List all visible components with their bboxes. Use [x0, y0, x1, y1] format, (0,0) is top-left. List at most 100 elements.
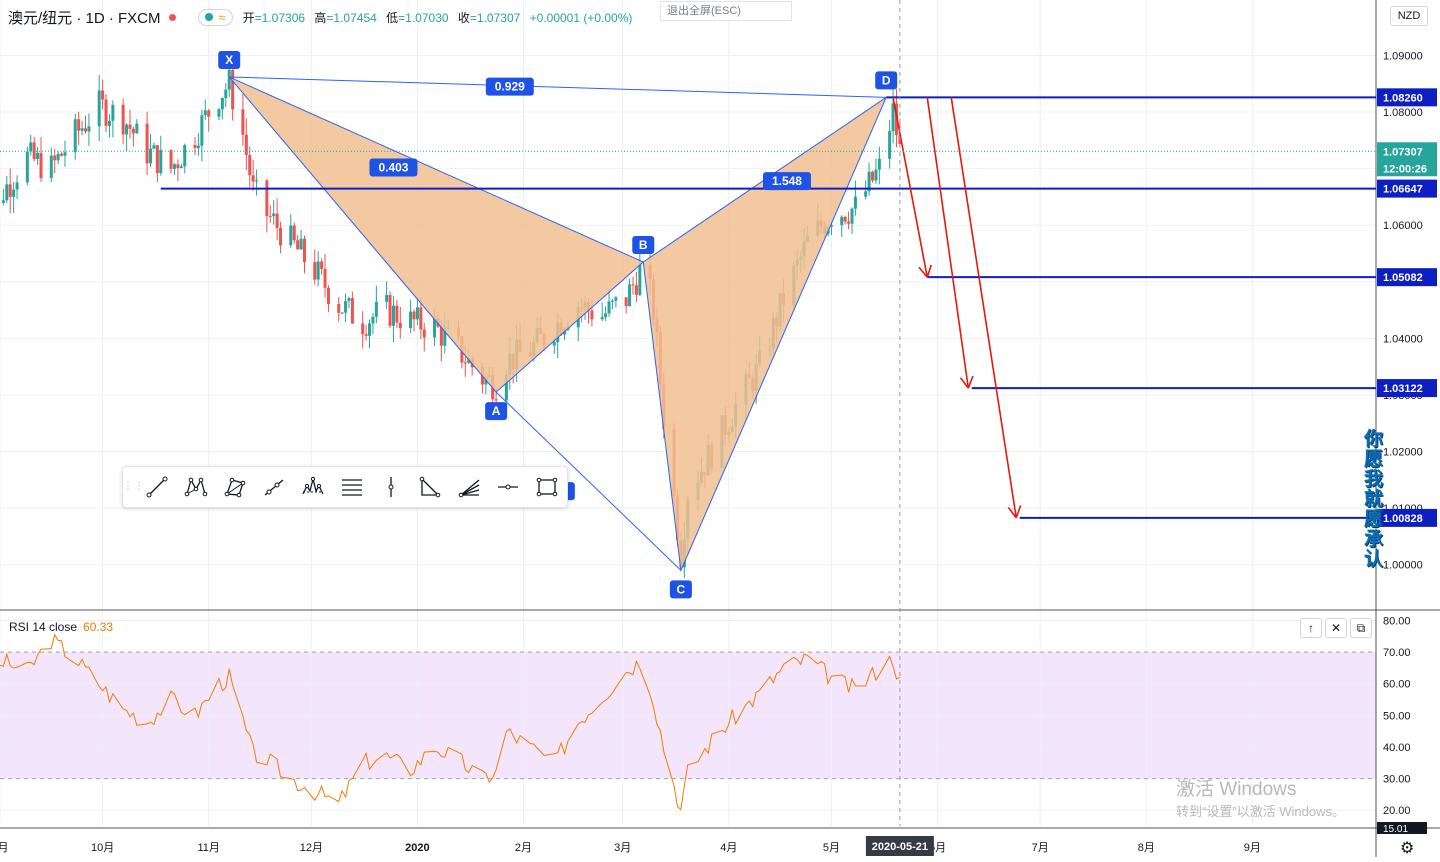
time-tick-label: 10月 [91, 842, 114, 854]
candle-body [83, 128, 87, 132]
pattern-ratio-label: 1.548 [772, 174, 802, 188]
candle-body [255, 180, 259, 182]
candle-body [200, 115, 204, 146]
candle-body [111, 104, 115, 121]
cursor-date-label: 2020-05-21 [872, 841, 928, 853]
candle-body [590, 310, 594, 320]
candle-body [227, 69, 231, 90]
time-tick-label: 2020 [405, 842, 429, 854]
candle-body [347, 298, 351, 302]
ohlc-readout: 开=1.07306 高=1.07454 低=1.07030 收=1.07307 … [243, 9, 639, 26]
candle-body [323, 268, 327, 288]
triangle-icon[interactable] [410, 468, 449, 506]
candle-body [391, 305, 395, 326]
candle-body [172, 164, 176, 169]
time-tick-label: 2月 [515, 842, 532, 854]
wave-icon: ≈ [218, 9, 226, 25]
rsi-tick-label: 40.00 [1383, 742, 1411, 754]
candle-body [39, 152, 43, 179]
candle-body [552, 342, 556, 346]
xabcd-pattern-icon[interactable] [176, 468, 215, 506]
pattern-point-badge [875, 71, 898, 90]
candle-body [631, 284, 635, 286]
currency-button[interactable]: NZD [1390, 6, 1428, 26]
candle-body [504, 375, 508, 401]
time-tick-label: 8月 [1138, 842, 1155, 854]
low-value: =1.07030 [398, 10, 449, 25]
candle-body [224, 89, 228, 98]
symbol-title[interactable]: 澳元/纽元 · 1D · FXCM [8, 9, 161, 27]
level-price-tag [1377, 179, 1437, 198]
drag-handle-icon[interactable]: ⋮⋮ [123, 481, 145, 492]
pattern-leg [228, 76, 497, 393]
pattern-leg [229, 76, 644, 263]
parallel-channel-icon[interactable] [332, 468, 371, 506]
candle-body [121, 104, 125, 135]
candle-body [299, 238, 303, 250]
time-tick-label: 9月 [0, 842, 9, 854]
level-price-tag [1377, 88, 1437, 107]
price-tick-label: 1.08000 [1383, 107, 1423, 119]
price-tick-label: 1.02000 [1383, 447, 1423, 459]
rsi-tick-label: 30.00 [1383, 774, 1411, 786]
settings-gear-icon[interactable]: ⚙ [1400, 840, 1415, 857]
candle-body [25, 151, 29, 183]
pane-close-button[interactable]: ✕ [1325, 618, 1347, 638]
drawing-toolbar[interactable]: ⋮⋮ [122, 466, 568, 508]
target-arrow-head [926, 264, 933, 278]
candle-body [155, 145, 159, 174]
candle-body [251, 175, 255, 182]
candle-body [364, 334, 368, 336]
candle-body [159, 150, 163, 174]
pattern-xab-fill [229, 76, 644, 393]
candle-body [248, 154, 252, 176]
pattern-leg [642, 261, 682, 571]
candle-body [361, 323, 365, 335]
candle-body [340, 312, 344, 314]
time-tick-label: 3月 [614, 842, 631, 854]
horizontal-line-icon[interactable] [488, 468, 527, 506]
vertical-line-icon[interactable] [371, 468, 410, 506]
indicator-toggle[interactable]: ≈ [197, 8, 233, 26]
last-price-tag [1377, 142, 1437, 177]
rsi-header[interactable]: RSI 14 close 60.33 [9, 620, 113, 634]
candle-body [350, 298, 354, 324]
exit-fullscreen-button[interactable]: 退出全屏(ESC) [660, 1, 792, 21]
side-caption: 你愿我就愿承认 [1364, 429, 1384, 570]
activation-watermark-sub: 转到“设置”以激活 Windows。 [1176, 804, 1346, 819]
high-label: 高 [314, 10, 327, 25]
cursor-date-tag [865, 836, 934, 856]
pane-maximize-button[interactable]: ⧉ [1350, 618, 1372, 638]
candle-body [220, 97, 224, 110]
candle-body [419, 307, 423, 330]
candle-body [241, 109, 245, 135]
candle-body [231, 69, 235, 110]
candle-body [409, 311, 413, 329]
trend-line-icon[interactable] [137, 468, 176, 506]
candle-body [196, 145, 200, 148]
fib-fan-icon[interactable] [449, 468, 488, 506]
candle-body [867, 171, 871, 192]
pane-move-up-button[interactable]: ↑ [1300, 618, 1322, 638]
rsi-tick-label: 60.00 [1383, 679, 1411, 691]
ray-icon[interactable] [254, 468, 293, 506]
candle-body [193, 145, 197, 148]
pattern-ratio-badge [369, 158, 418, 177]
candle-body [56, 153, 60, 161]
level-price-tag [1377, 508, 1437, 527]
candle-body [871, 171, 875, 181]
candle-body [316, 261, 320, 280]
pattern-point-badge [485, 402, 508, 421]
close-value: =1.07307 [469, 10, 521, 25]
abcd-pattern-icon[interactable] [215, 468, 254, 506]
rectangle-icon[interactable] [527, 468, 566, 506]
target-arrow [892, 97, 929, 278]
candle-body [145, 123, 149, 164]
candle-body [80, 128, 84, 131]
candle-body [1, 200, 5, 203]
rsi-tick-label: 50.00 [1383, 710, 1411, 722]
candle-body [843, 216, 847, 222]
head-shoulders-icon[interactable] [293, 468, 332, 506]
